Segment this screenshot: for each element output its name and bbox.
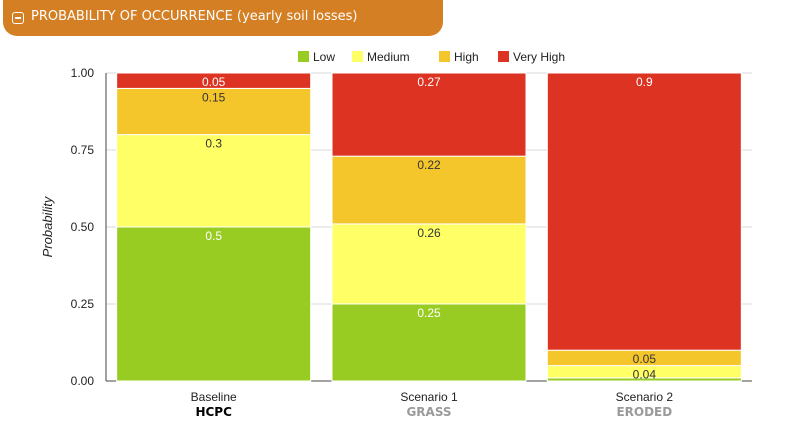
- bar-segment: [331, 155, 527, 225]
- data-label: 0.5: [205, 229, 222, 243]
- legend-swatch: [352, 51, 363, 62]
- legend-swatch: [298, 51, 309, 62]
- bar-segment: [116, 134, 312, 228]
- x-subcategory-label: GRASS: [406, 405, 451, 419]
- data-label: 0.26: [417, 226, 441, 240]
- data-label: 0.27: [417, 75, 441, 89]
- y-axis-title: Probability: [40, 195, 55, 257]
- bar-segment: [116, 226, 312, 382]
- y-tick-label: 0.50: [71, 220, 95, 234]
- bar-segment: [546, 72, 742, 351]
- panel-header: PROBABILITY OF OCCURRENCE (yearly soil l…: [3, 0, 443, 36]
- legend-label: Medium: [367, 50, 410, 64]
- legend-label: Very High: [513, 50, 565, 64]
- y-tick-label: 0.25: [71, 297, 95, 311]
- bar-segment: [331, 223, 527, 305]
- data-label: 0.04: [633, 368, 657, 382]
- legend-label: Low: [313, 50, 335, 64]
- legend-swatch: [498, 51, 509, 62]
- bar-segment: [331, 72, 527, 157]
- data-label: 0.9: [636, 75, 653, 89]
- panel-title: PROBABILITY OF OCCURRENCE (yearly soil l…: [31, 9, 358, 24]
- x-tick-label: Scenario 2: [616, 390, 674, 404]
- data-label: 0.05: [202, 75, 226, 89]
- y-tick-label: 1.00: [71, 66, 95, 80]
- x-tick-label: Scenario 1: [400, 390, 458, 404]
- bar-segment: [116, 87, 312, 136]
- y-tick-label: 0.00: [71, 374, 95, 388]
- x-subcategory-label: ERODED: [616, 405, 672, 419]
- x-tick-label: Baseline: [191, 390, 237, 404]
- legend-swatch: [439, 51, 450, 62]
- collapse-icon[interactable]: [12, 12, 24, 24]
- data-label: 0.25: [417, 306, 441, 320]
- data-label: 0.15: [202, 90, 226, 104]
- data-label: 0.05: [633, 352, 657, 366]
- bar-segment: [116, 72, 312, 89]
- x-subcategory-label: HCPC: [195, 405, 232, 419]
- y-tick-label: 0.75: [71, 143, 95, 157]
- data-label: 0.22: [417, 158, 441, 172]
- data-label: 0.3: [205, 137, 222, 151]
- legend-label: High: [454, 50, 479, 64]
